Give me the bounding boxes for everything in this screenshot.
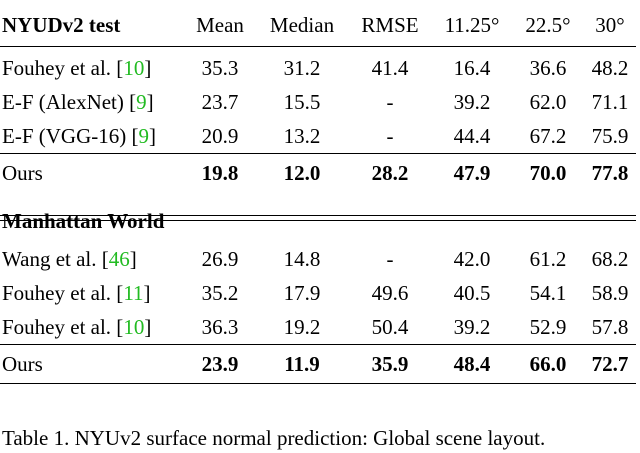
section-header-row: Manhattan World xyxy=(0,192,636,242)
value-cell: 67.2 xyxy=(512,119,584,154)
value-cell: 19.8 xyxy=(201,160,239,185)
method-cell: Fouhey et al. [10] xyxy=(0,310,184,345)
citation-close: ] xyxy=(143,280,151,305)
method-name: Wang et al. [ xyxy=(2,246,109,271)
citation-close: ] xyxy=(144,314,152,339)
value-cell: 36.6 xyxy=(529,55,567,80)
value-cell: 58.9 xyxy=(591,280,629,305)
value-cell: 14.8 xyxy=(283,246,321,271)
value-cell: 40.5 xyxy=(453,280,491,305)
citation-link[interactable]: 10 xyxy=(123,55,145,80)
value-cell: 70.0 xyxy=(529,160,567,185)
method-name: Fouhey et al. [ xyxy=(2,314,124,339)
citation-link[interactable]: 9 xyxy=(136,89,147,114)
citation-close: ] xyxy=(148,123,156,148)
table-row: Wang et al. [46] 26.9 14.8 - 42.0 61.2 6… xyxy=(0,242,636,276)
citation-close: ] xyxy=(146,89,154,114)
method-name: Ours xyxy=(0,344,184,384)
table-row: Fouhey et al. [10] 36.3 19.2 50.4 39.2 5… xyxy=(0,310,636,345)
value-cell: 50.4 xyxy=(348,310,432,345)
value-cell: - xyxy=(348,119,432,154)
citation-close: ] xyxy=(129,246,137,271)
value-cell: 26.9 xyxy=(201,246,239,271)
method-cell: E-F (VGG-16) [9] xyxy=(0,119,184,154)
value-cell: 48.2 xyxy=(591,55,629,80)
value-cell: 44.4 xyxy=(432,119,512,154)
value-cell: 68.2 xyxy=(591,246,629,271)
section-divider-bottom xyxy=(0,220,636,221)
column-header-30: 30° xyxy=(584,4,636,47)
table-row: E-F (AlexNet) [9] 23.7 15.5 - 39.2 62.0 … xyxy=(0,85,636,119)
value-cell: 61.2 xyxy=(529,246,567,271)
value-cell: 28.2 xyxy=(371,160,409,185)
value-cell: 52.9 xyxy=(512,310,584,345)
value-cell: 12.0 xyxy=(283,160,321,185)
method-name: E-F (VGG-16) [ xyxy=(2,123,139,148)
value-cell: 23.9 xyxy=(184,344,256,384)
value-cell: 75.9 xyxy=(584,119,636,154)
value-cell: - xyxy=(386,89,394,114)
value-cell: 62.0 xyxy=(529,89,567,114)
citation-link[interactable]: 11 xyxy=(123,280,144,305)
table-row: E-F (VGG-16) [9] 20.9 13.2 - 44.4 67.2 7… xyxy=(0,119,636,154)
table-caption: Table 1. NYUv2 surface normal prediction… xyxy=(2,426,546,450)
value-cell: 17.9 xyxy=(283,280,321,305)
value-cell: 15.5 xyxy=(283,89,321,114)
value-cell: 19.2 xyxy=(256,310,348,345)
value-cell: 16.4 xyxy=(453,55,491,80)
method-name: E-F (AlexNet) [ xyxy=(2,89,137,114)
value-cell: 23.7 xyxy=(201,89,239,114)
method-cell: Fouhey et al. [10] xyxy=(0,47,184,86)
value-cell: 66.0 xyxy=(512,344,584,384)
value-cell: 77.8 xyxy=(591,160,629,185)
column-header-mean: Mean xyxy=(184,4,256,47)
ours-row: Ours 23.9 11.9 35.9 48.4 66.0 72.7 xyxy=(0,344,636,384)
value-cell: 54.1 xyxy=(529,280,567,305)
citation-close: ] xyxy=(144,55,152,80)
method-cell: E-F (AlexNet) [9] xyxy=(0,85,184,119)
column-header-11-25: 11.25° xyxy=(432,4,512,47)
value-cell: 57.8 xyxy=(584,310,636,345)
section-title-nyudv2: NYUDv2 test xyxy=(0,4,184,47)
citation-link[interactable]: 9 xyxy=(138,123,149,148)
value-cell: 39.2 xyxy=(453,89,491,114)
value-cell: 42.0 xyxy=(453,246,491,271)
value-cell: 36.3 xyxy=(184,310,256,345)
value-cell: 35.2 xyxy=(201,280,239,305)
value-cell: 35.3 xyxy=(201,55,239,80)
value-cell: 20.9 xyxy=(184,119,256,154)
results-table: NYUDv2 test Mean Median RMSE 11.25° 22.5… xyxy=(0,4,636,384)
value-cell: 48.4 xyxy=(432,344,512,384)
value-cell: 49.6 xyxy=(371,280,409,305)
method-name: Ours xyxy=(2,160,43,185)
column-header-median: Median xyxy=(256,4,348,47)
value-cell: 39.2 xyxy=(432,310,512,345)
citation-link[interactable]: 10 xyxy=(123,314,145,339)
citation-link[interactable]: 46 xyxy=(108,246,130,271)
value-cell: 72.7 xyxy=(584,344,636,384)
value-cell: 41.4 xyxy=(371,55,409,80)
value-cell: 11.9 xyxy=(256,344,348,384)
value-cell: 47.9 xyxy=(453,160,491,185)
column-header-22-5: 22.5° xyxy=(512,4,584,47)
method-cell: Wang et al. [46] xyxy=(0,242,184,276)
value-cell: 31.2 xyxy=(283,55,321,80)
section-divider-top xyxy=(0,215,636,216)
table-row: Fouhey et al. [10] 35.3 31.2 41.4 16.4 3… xyxy=(0,47,636,86)
section-title-manhattan: Manhattan World xyxy=(2,208,165,233)
method-cell: Fouhey et al. [11] xyxy=(0,276,184,310)
table-row: Fouhey et al. [11] 35.2 17.9 49.6 40.5 5… xyxy=(0,276,636,310)
value-cell: - xyxy=(386,246,394,271)
value-cell: 35.9 xyxy=(348,344,432,384)
method-name: Fouhey et al. [ xyxy=(2,280,124,305)
value-cell: 13.2 xyxy=(256,119,348,154)
header-row: NYUDv2 test Mean Median RMSE 11.25° 22.5… xyxy=(0,4,636,47)
value-cell: 71.1 xyxy=(591,89,629,114)
column-header-rmse: RMSE xyxy=(348,4,432,47)
method-name: Fouhey et al. [ xyxy=(2,55,124,80)
ours-row: Ours 19.8 12.0 28.2 47.9 70.0 77.8 xyxy=(0,154,636,193)
